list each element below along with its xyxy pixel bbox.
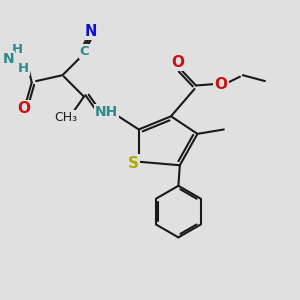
Text: CH₃: CH₃ bbox=[54, 111, 77, 124]
Text: N: N bbox=[2, 52, 14, 66]
Text: S: S bbox=[128, 156, 139, 171]
Text: C: C bbox=[80, 45, 89, 58]
Text: O: O bbox=[171, 55, 184, 70]
Text: NH: NH bbox=[95, 105, 118, 119]
Text: O: O bbox=[17, 101, 30, 116]
Text: O: O bbox=[214, 76, 227, 92]
Text: N: N bbox=[84, 24, 97, 39]
Text: H: H bbox=[18, 62, 29, 75]
Text: H: H bbox=[11, 43, 22, 56]
